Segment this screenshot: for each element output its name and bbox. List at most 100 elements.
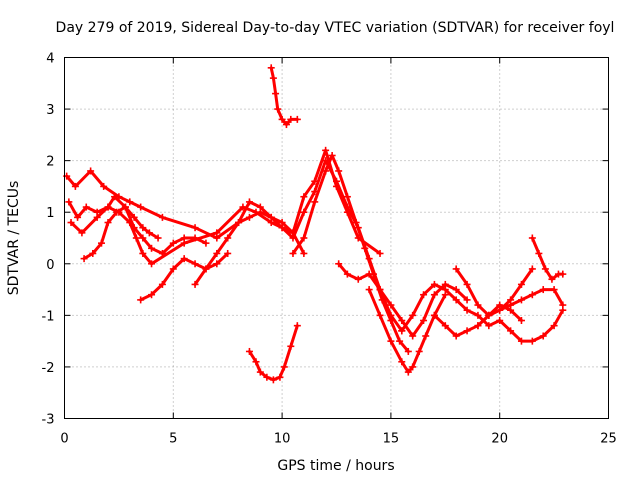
data-point xyxy=(398,358,406,366)
data-point xyxy=(343,270,351,278)
series-track-6 xyxy=(191,208,308,288)
data-point xyxy=(148,260,156,268)
data-point xyxy=(430,291,438,299)
data-point xyxy=(278,115,286,123)
data-point xyxy=(463,296,471,304)
data-point xyxy=(300,193,308,201)
data-point xyxy=(71,182,79,190)
data-point xyxy=(169,239,177,247)
data-point xyxy=(191,224,199,232)
data-point xyxy=(376,249,384,257)
plot-frame xyxy=(64,57,609,419)
data-point xyxy=(267,64,275,72)
data-point xyxy=(463,306,471,314)
data-point xyxy=(398,327,406,335)
x-tick-label: 10 xyxy=(274,432,291,447)
data-point xyxy=(272,90,280,98)
data-point xyxy=(550,286,558,294)
data-point xyxy=(352,219,360,227)
y-tick-label: 0 xyxy=(46,258,54,273)
data-point xyxy=(365,286,373,294)
data-point xyxy=(354,275,362,283)
data-point xyxy=(452,265,460,273)
data-point xyxy=(169,265,177,273)
y-axis-label: SDTVAR / TECUs xyxy=(6,181,22,296)
data-point xyxy=(245,198,253,206)
y-tick-label: -2 xyxy=(42,361,55,376)
data-point xyxy=(239,203,247,211)
data-point xyxy=(387,317,395,325)
data-point xyxy=(191,280,199,288)
data-point xyxy=(287,115,295,123)
series-line xyxy=(65,148,382,255)
series-line xyxy=(193,210,306,286)
data-point xyxy=(300,208,308,216)
data-point xyxy=(474,301,482,309)
series-line xyxy=(367,288,447,374)
data-point xyxy=(452,286,460,294)
series-track-5 xyxy=(137,249,232,304)
data-point xyxy=(539,332,547,340)
series-line xyxy=(291,154,410,353)
data-point xyxy=(148,244,156,252)
data-point xyxy=(263,373,271,381)
data-point xyxy=(213,260,221,268)
series-line xyxy=(69,195,208,255)
data-point xyxy=(126,198,134,206)
data-point xyxy=(507,301,515,309)
y-tick-label: 3 xyxy=(46,103,54,118)
data-point xyxy=(158,213,166,221)
series-track-16 xyxy=(528,234,567,283)
data-point xyxy=(517,280,525,288)
data-point xyxy=(245,213,253,221)
data-point xyxy=(422,332,430,340)
series-line xyxy=(67,159,404,333)
data-point xyxy=(463,327,471,335)
y-tick-label: 2 xyxy=(46,155,54,170)
data-point xyxy=(539,286,547,294)
data-point xyxy=(409,311,417,319)
data-point xyxy=(376,311,384,319)
data-point xyxy=(191,234,199,242)
data-point xyxy=(235,219,243,227)
data-point xyxy=(463,280,471,288)
data-point xyxy=(100,182,108,190)
data-point xyxy=(282,121,290,129)
series-line xyxy=(82,205,160,261)
data-point xyxy=(404,347,412,355)
data-point xyxy=(300,234,308,242)
data-point xyxy=(415,347,423,355)
data-point xyxy=(158,280,166,288)
data-point xyxy=(137,203,145,211)
data-point xyxy=(311,198,319,206)
data-point xyxy=(269,74,277,82)
data-point xyxy=(441,286,449,294)
data-point xyxy=(541,265,549,273)
data-point xyxy=(93,213,101,221)
data-point xyxy=(89,249,97,257)
series-track-9 xyxy=(289,151,412,355)
data-point xyxy=(441,322,449,330)
data-point xyxy=(517,296,525,304)
data-point xyxy=(398,317,406,325)
data-point xyxy=(287,342,295,350)
series-track-11 xyxy=(365,286,449,376)
data-point xyxy=(139,224,147,232)
data-point xyxy=(387,337,395,345)
data-point xyxy=(328,151,336,159)
y-tick-label: -3 xyxy=(42,413,55,428)
data-point xyxy=(224,249,232,257)
data-point xyxy=(267,213,275,221)
series-track-2 xyxy=(65,157,406,335)
data-point xyxy=(256,368,264,376)
data-point xyxy=(300,249,308,257)
data-point xyxy=(67,219,75,227)
data-point xyxy=(121,203,129,211)
data-point xyxy=(517,337,525,345)
data-point xyxy=(528,265,536,273)
data-point xyxy=(550,322,558,330)
x-tick-label: 0 xyxy=(60,432,68,447)
data-point xyxy=(559,301,567,309)
data-point xyxy=(280,363,288,371)
data-point xyxy=(289,229,297,237)
